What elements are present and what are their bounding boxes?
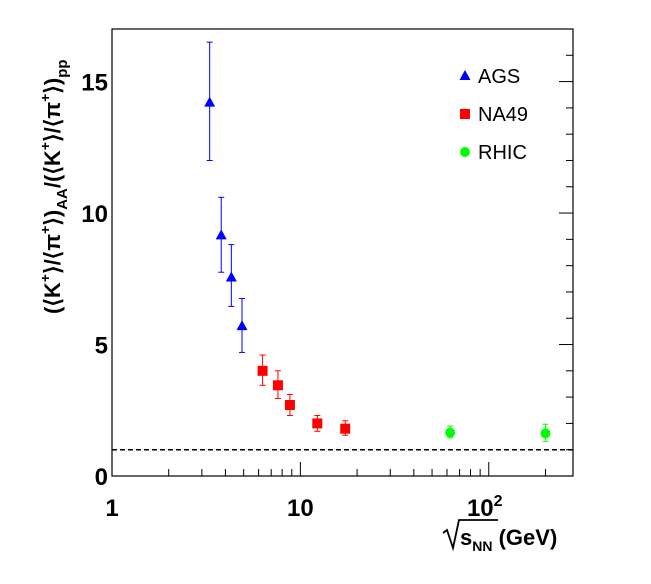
data-point — [340, 423, 351, 434]
legend-label: NA49 — [478, 104, 528, 126]
y-tick-label: 5 — [95, 333, 108, 360]
series-rhic — [445, 423, 551, 442]
data-point — [445, 427, 456, 438]
data-points — [204, 41, 551, 442]
legend-item-ags: AGS — [459, 66, 520, 88]
y-tick-label: 0 — [95, 464, 108, 491]
x-tick-label: 102 — [467, 493, 503, 522]
legend-marker — [459, 70, 471, 80]
legend-label: RHIC — [478, 142, 527, 164]
y-tick-label: 10 — [81, 201, 108, 228]
data-point — [540, 428, 551, 439]
legend-marker — [460, 109, 470, 119]
y-axis-title-text: (⟨K+⟩/⟨π+⟩)AA/(⟨K+⟩/⟨π+⟩)pp — [37, 59, 71, 314]
legend-marker — [460, 147, 470, 157]
data-point — [204, 96, 216, 107]
data-point — [215, 229, 227, 240]
y-axis-title: (⟨K+⟩/⟨π+⟩)AA/(⟨K+⟩/⟨π+⟩)pp — [37, 59, 71, 314]
x-axis-title: sNN (GeV) — [442, 519, 557, 554]
data-point — [225, 271, 237, 282]
data-point — [272, 380, 283, 391]
data-point — [257, 365, 268, 376]
data-point — [236, 320, 248, 331]
legend-label: AGS — [478, 66, 520, 88]
y-tick-label: 15 — [81, 70, 108, 97]
legend: AGS NA49 RHIC — [459, 66, 528, 164]
x-tick-label: 1 — [105, 495, 118, 522]
legend-item-rhic: RHIC — [460, 142, 527, 164]
series-ags — [204, 41, 248, 353]
data-point — [312, 418, 323, 429]
x-axis-title-text: sNN (GeV) — [460, 525, 557, 554]
axis-ticks — [111, 28, 573, 477]
series-na49 — [257, 354, 351, 436]
plot-frame — [111, 28, 574, 477]
legend-item-na49: NA49 — [460, 104, 528, 126]
axis-tick-labels: 1 10 102 0 5 10 15 — [81, 70, 502, 522]
sqrt-symbol — [442, 519, 498, 552]
x-tick-label: 10 — [287, 495, 314, 522]
data-point — [284, 400, 295, 411]
